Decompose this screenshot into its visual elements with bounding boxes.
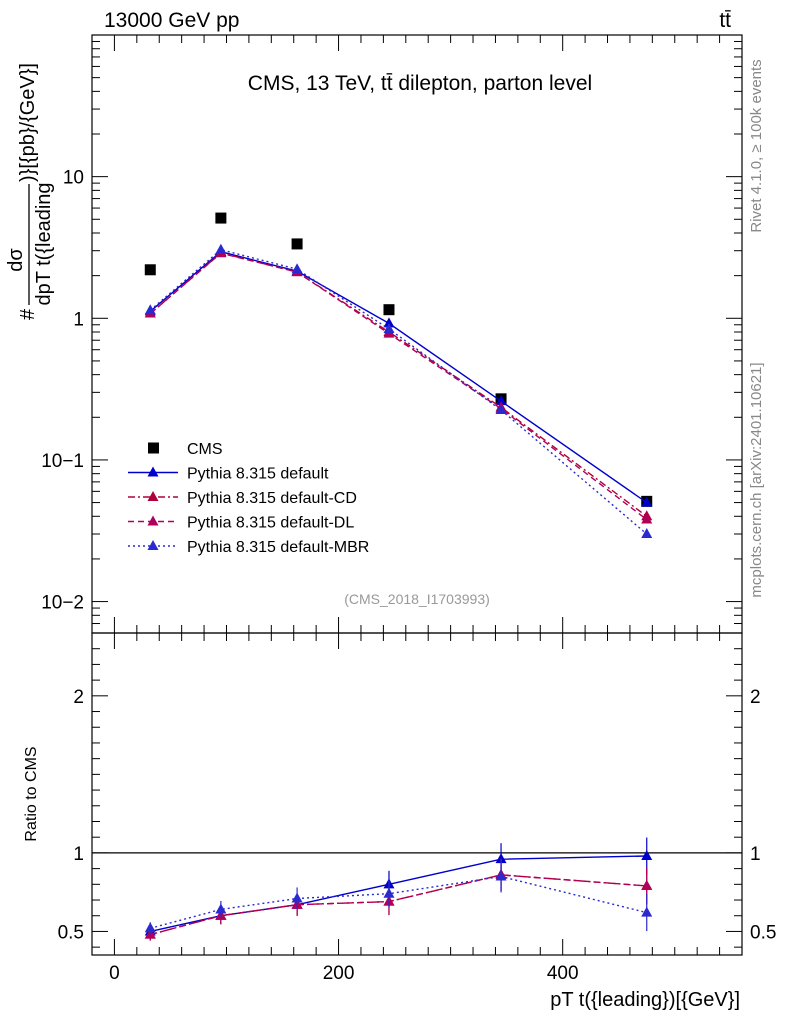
ratio-series-line xyxy=(150,875,647,929)
energy-label: 13000 GeV pp xyxy=(104,9,239,32)
x-tick-label: 400 xyxy=(547,963,579,984)
legend-label: Pythia 8.315 default-CD xyxy=(187,490,357,507)
ratio-point-marker xyxy=(641,906,653,917)
mcplots-label: mcplots.cern.ch [arXiv:2401.10621] xyxy=(748,362,765,597)
mc-point-marker xyxy=(383,323,395,334)
mc-series-line xyxy=(149,250,648,504)
ratio-panel: 0.5 0.5 1 1 2 2 0 200 400 xyxy=(58,632,776,984)
legend-marker xyxy=(147,540,159,550)
ylabel-suffix: )}[{pb}/{GeV}] xyxy=(17,63,39,182)
cms-data-point xyxy=(291,238,303,250)
ratio-frame xyxy=(91,632,743,956)
y-tick-label: 1 xyxy=(73,309,84,330)
mc-series-line xyxy=(149,252,648,517)
mc-point-marker xyxy=(495,395,507,406)
mc-point-marker xyxy=(215,243,227,254)
ratio-point-marker xyxy=(144,922,156,933)
main-axis-ticks: 10−2 10−1 1 10 xyxy=(41,34,742,634)
ratio-y-tick-label: 0.5 xyxy=(58,922,84,943)
ratio-series xyxy=(144,837,653,941)
ratio-series-line xyxy=(150,874,647,936)
x-tick-label: 200 xyxy=(323,963,355,984)
legend-marker xyxy=(147,491,159,501)
ratio-point-marker xyxy=(291,892,303,903)
mc-point-marker xyxy=(144,304,156,315)
ylabel-prefix: # xyxy=(17,308,39,320)
mc-point-marker xyxy=(641,527,653,538)
ratio-y-tick-label: 2 xyxy=(73,687,84,708)
ratio-series-line xyxy=(150,874,647,936)
legend-label: CMS xyxy=(187,441,223,458)
mc-point-marker xyxy=(495,404,507,415)
legend-label: Pythia 8.315 default-MBR xyxy=(187,539,369,556)
cms-data-point xyxy=(215,212,227,224)
main-title: CMS, 13 TeV, tt̄ dilepton, parton level xyxy=(248,72,592,95)
mc-series-line xyxy=(149,248,648,535)
main-ylabel: # dσ dpT t({leading )}[{pb}/{GeV}] xyxy=(5,63,55,320)
rivet-version-label: Rivet 4.1.0, ≥ 100k events xyxy=(748,59,765,232)
legend-marker xyxy=(147,466,159,477)
ratio-point-marker xyxy=(215,903,227,914)
main-panel: 10−2 10−1 1 10 CMS, 13 TeV, tt̄ dilepton, p… xyxy=(41,34,743,634)
ratio-y-tick-label-right: 0.5 xyxy=(750,922,776,943)
process-label: tt̄ xyxy=(719,9,731,32)
y-tick-label: 10−1 xyxy=(41,451,84,472)
ratio-point-marker xyxy=(495,870,507,881)
ylabel-denominator: dpT t({leading xyxy=(33,182,55,305)
mc-point-marker xyxy=(291,263,303,274)
ratio-y-tick-label-right: 1 xyxy=(750,844,761,865)
legend: CMS Pythia 8.315 default Pythia 8.315 defa… xyxy=(128,441,369,556)
cms-data-point xyxy=(144,264,156,276)
ratio-ylabel: Ratio to CMS xyxy=(23,746,40,841)
ratio-y-tick-label: 1 xyxy=(73,844,84,865)
ratio-point-marker xyxy=(641,850,653,861)
mc-point-marker xyxy=(641,496,653,507)
legend-marker xyxy=(148,442,159,454)
legend-label: Pythia 8.315 default-DL xyxy=(187,515,354,532)
x-axis-label: pT t({leading})[{GeV}] xyxy=(550,989,740,1011)
y-tick-label: 10 xyxy=(63,168,84,189)
ratio-point-marker xyxy=(641,879,653,890)
y-tick-label: 10−2 xyxy=(41,593,84,614)
mc-point-marker xyxy=(383,317,395,328)
analysis-tag: (CMS_2018_I1703993) xyxy=(344,591,490,607)
ratio-axis-ticks: 0.5 0.5 1 1 2 2 0 200 400 xyxy=(58,633,776,984)
mc-point-marker xyxy=(641,513,653,524)
ratio-point-marker xyxy=(383,887,395,898)
cms-data-point xyxy=(383,304,395,316)
ratio-y-tick-label-right: 2 xyxy=(750,687,761,708)
ratio-series-line xyxy=(150,855,647,933)
ratio-point-marker xyxy=(495,853,507,864)
legend-marker xyxy=(147,515,159,526)
legend-label: Pythia 8.315 default xyxy=(187,466,329,483)
main-series xyxy=(144,212,653,538)
ylabel-numerator: dσ xyxy=(5,248,27,272)
x-tick-label: 0 xyxy=(109,963,120,984)
